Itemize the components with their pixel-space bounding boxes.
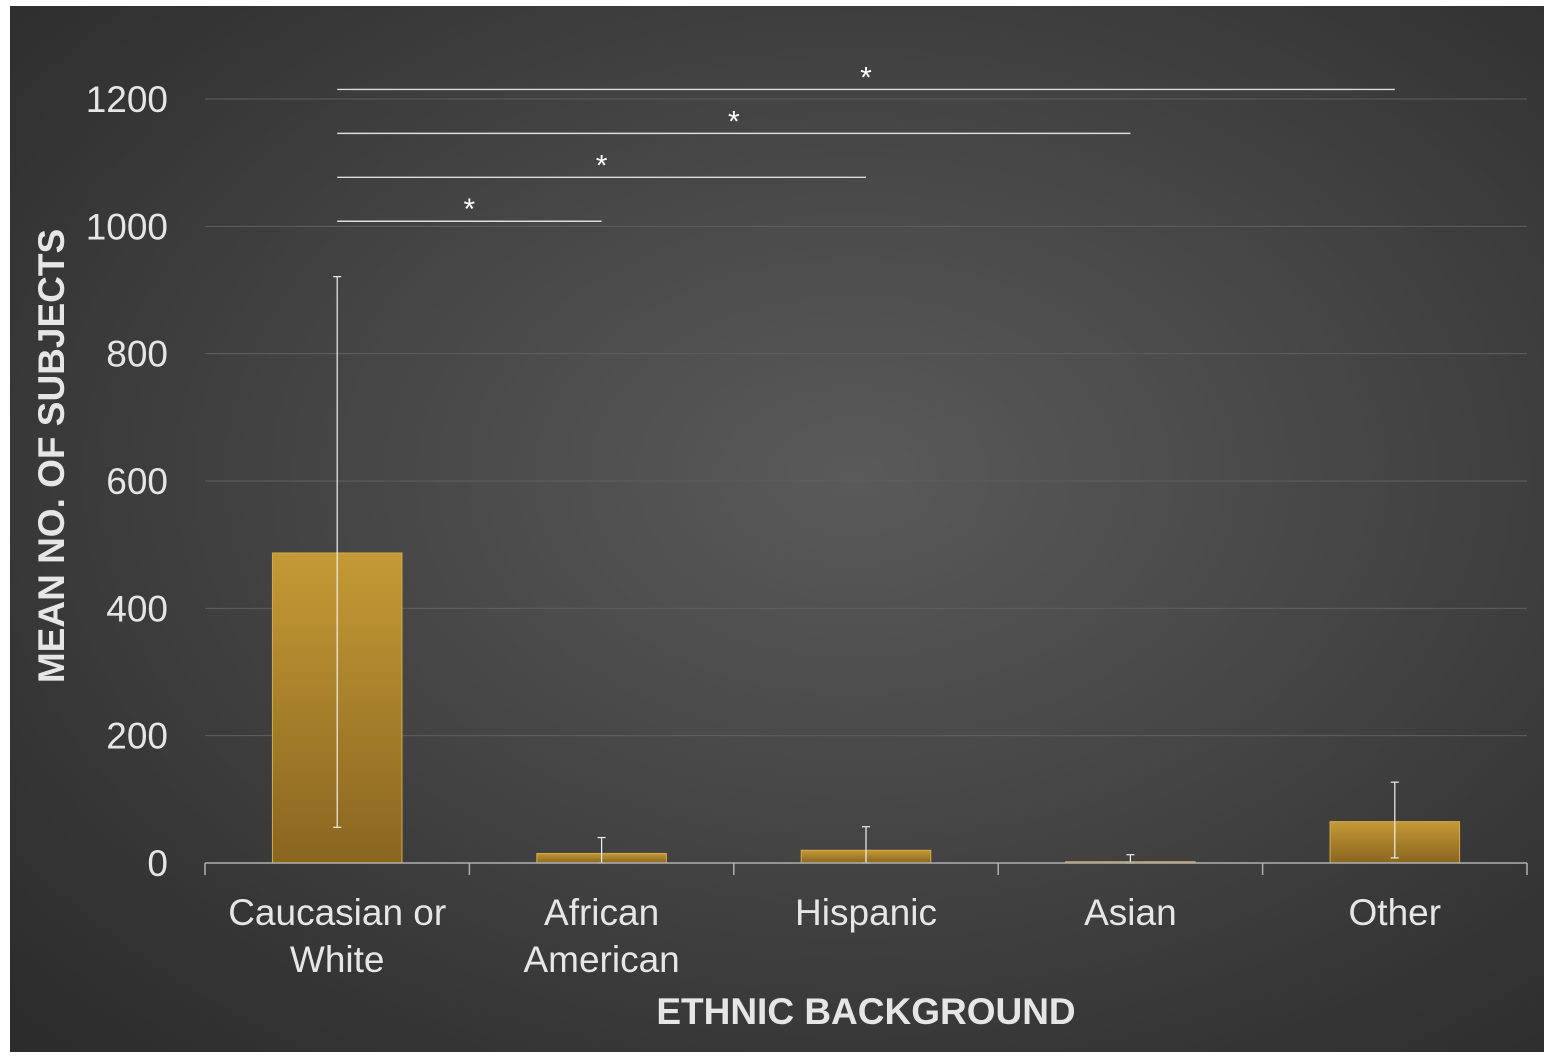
x-axis-title: ETHNIC BACKGROUND [656,991,1075,1032]
chart-frame: 0 200 400 600 800 1000 1200 Caucasian or White Af… [10,6,1544,1052]
x-tick-label-1: African American [523,892,679,980]
y-tick-label-200: 200 [106,716,168,757]
significance-star-1: * [596,149,608,182]
y-tick-label-1000: 1000 [86,206,168,247]
significance-star-0: * [464,193,476,226]
y-tick-label-600: 600 [106,461,168,502]
y-tick-label-0: 0 [147,843,168,884]
x-tick-label-2: Hispanic [795,892,937,933]
y-tick-label-800: 800 [106,334,168,375]
bar-chart: 0 200 400 600 800 1000 1200 Caucasian or White Af… [31,61,1528,1032]
y-axis-title: MEAN NO. OF SUBJECTS [31,229,72,683]
x-tick-label-0: Caucasian or White [228,892,446,980]
x-tick-label-3: Asian [1084,892,1177,933]
significance-star-3: * [860,61,872,94]
y-tick-label-400: 400 [106,588,168,629]
y-tick-label-1200: 1200 [86,79,168,120]
x-tick-label-4: Other [1349,892,1442,933]
significance-star-2: * [728,105,740,138]
